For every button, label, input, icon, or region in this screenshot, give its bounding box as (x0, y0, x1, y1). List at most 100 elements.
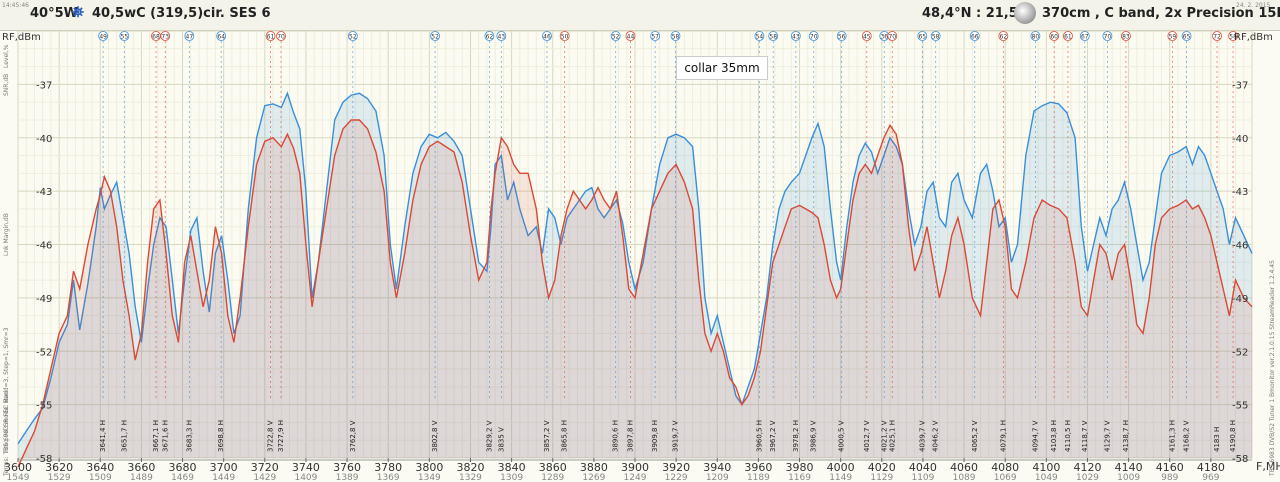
channel-marker-dot (610, 31, 621, 41)
channel-marker-dot (930, 31, 941, 41)
x-tick-label: 4040 (909, 461, 937, 474)
channel-marker-value: 43 (497, 34, 505, 41)
snr-label: SNR,dB (3, 74, 10, 96)
channel-marker-dot (1212, 31, 1222, 41)
channel-label: 3865,8 H (561, 420, 569, 452)
x-tick-if-label: 1189 (747, 473, 770, 482)
channel-label: 3897,8 H (626, 420, 634, 452)
x-tick-if-label: 1049 (1035, 473, 1058, 482)
channel-label: 3722,8 V (267, 420, 275, 452)
x-tick-if-label: 1509 (89, 473, 112, 482)
x-tick-label: 3800 (415, 461, 443, 474)
x-tick-if-label: 969 (1202, 473, 1219, 482)
x-tick-if-label: 1449 (212, 473, 235, 482)
channel-marker-value: 58 (1229, 34, 1237, 41)
channel-label: 3986,9 V (810, 420, 818, 452)
x-tick-if-label: 1389 (336, 473, 359, 482)
x-tick-label: 3840 (498, 461, 526, 474)
channel-marker-value: 52 (349, 34, 357, 41)
channel-marker-dot (119, 31, 130, 41)
channel-marker-value: 61 (1064, 34, 1072, 41)
x-tick-label: 3600 (4, 461, 32, 474)
x-tick-if-label: 1349 (418, 473, 441, 482)
channel-marker-value: 65 (1183, 34, 1191, 41)
channel-marker-dot (1049, 31, 1060, 41)
channel-marker-dot (1167, 31, 1178, 41)
channel-legend-label: Freq Pol SR FEC Mod (3, 391, 10, 452)
channel-marker-dot (559, 31, 570, 41)
y-tick-label-left: -58 (36, 454, 52, 465)
x-tick-if-label: 1009 (1117, 473, 1140, 482)
link-margin-label: Lnk Margin,dB (3, 213, 10, 256)
channel-label: 4183 H (1213, 427, 1221, 452)
dish-icon (1014, 2, 1036, 24)
y-tick-label-right: -52 (1232, 347, 1248, 358)
channel-marker-value: 61 (267, 34, 275, 41)
y-tick-label-left: -52 (36, 347, 52, 358)
x-tick-if-label: 1149 (829, 473, 852, 482)
x-tick-label: 3620 (45, 461, 73, 474)
level-label: Level,% (3, 44, 10, 68)
channel-label: 3967,2 V (769, 420, 777, 452)
channel-marker-dot (160, 31, 171, 41)
x-tick-label: 3780 (374, 461, 402, 474)
channel-marker-value: 62 (1000, 34, 1008, 41)
channel-marker-value: 70 (888, 34, 896, 41)
channel-label: 4110,5 H (1064, 420, 1072, 452)
channel-marker-value: 70 (277, 34, 285, 41)
channel-marker-value: 65 (918, 34, 926, 41)
channel-marker-value: 58 (932, 34, 940, 41)
channel-marker-dot (542, 31, 552, 41)
channel-marker-dot (496, 31, 507, 41)
channel-marker-value: 60 (1050, 34, 1058, 41)
y-tick-label-right: -58 (1232, 454, 1248, 465)
channel-label: 3919,7 V (672, 420, 680, 452)
y-tick-label-right: -46 (1232, 241, 1248, 252)
y-tick-label-left: -37 (36, 80, 52, 91)
channel-label: 3727,9 H (277, 420, 285, 452)
x-tick-if-label: 1369 (377, 473, 400, 482)
channel-marker-dot (276, 31, 286, 41)
channel-marker-value: 62 (486, 34, 494, 41)
x-tick-label: 3680 (169, 461, 197, 474)
channel-marker-dot (484, 31, 495, 41)
channel-marker-dot (670, 31, 681, 41)
footer-left: Terms: TBS 6983 mode: Band=3, Step=1, Sm… (3, 327, 10, 477)
x-tick-label: 4100 (1032, 461, 1060, 474)
channel-label: 4021,2 V (880, 420, 888, 452)
channel-marker-value: 70 (810, 34, 818, 41)
channel-label: 3667,1 H (152, 420, 160, 452)
x-tick-if-label: 1529 (48, 473, 71, 482)
x-tick-label: 4120 (1073, 461, 1101, 474)
y-axis-label-left: RF,dBm (2, 32, 41, 43)
x-tick-label: 3940 (703, 461, 731, 474)
datestamp: 24. 2. 2015 (1236, 2, 1271, 9)
channel-marker-value: 43 (792, 34, 800, 41)
x-tick-if-label: 1309 (500, 473, 523, 482)
channel-marker-value: 59 (1169, 34, 1177, 41)
red-series-fill (18, 120, 1252, 467)
x-tick-label: 4180 (1197, 461, 1225, 474)
satellite-icon: ⛯ (72, 3, 85, 21)
y-tick-label-right: -40 (1232, 134, 1248, 145)
x-tick-label: 3980 (786, 461, 814, 474)
y-tick-label-right: -49 (1232, 294, 1248, 305)
channel-marker-value: 50 (561, 34, 569, 41)
x-tick-label: 3820 (456, 461, 484, 474)
channel-marker-dot (754, 31, 765, 41)
channel-label: 3835 V (497, 427, 505, 452)
x-tick-if-label: 1269 (582, 473, 605, 482)
channel-marker-value: 36 (880, 34, 888, 41)
site-location: 48,4°N : 21,5°E (922, 6, 1034, 21)
x-tick-if-label: 1549 (7, 473, 30, 482)
blue-series-line (17, 91, 1253, 445)
x-tick-label: 3860 (539, 461, 567, 474)
series-group (17, 91, 1253, 468)
channel-marker-value: 54 (756, 34, 764, 41)
channel-marker-value: 67 (1081, 34, 1089, 41)
channel-marker-dot (216, 31, 227, 41)
channel-marker-value: 52 (431, 34, 439, 41)
channel-marker-dot (98, 31, 109, 41)
channel-marker-value: 68 (152, 34, 160, 41)
timestamp: 14:45:46 (2, 2, 29, 9)
